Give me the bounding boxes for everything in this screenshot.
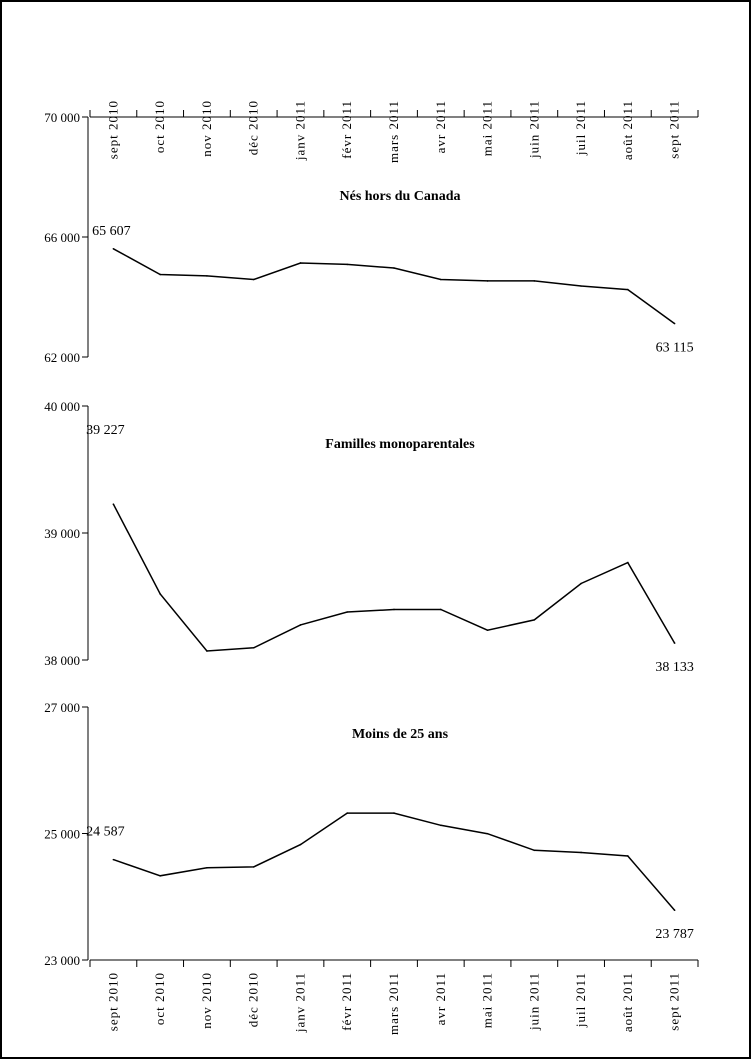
data-point	[627, 561, 629, 564]
data-point	[673, 909, 676, 912]
bottom-month-label: mars 2011	[386, 972, 401, 1035]
data-point	[393, 608, 395, 611]
data-point	[439, 608, 442, 611]
top-month-label: févr 2011	[339, 100, 354, 159]
top-month-label: janv 2011	[292, 100, 307, 161]
first-value-label: 65 607	[92, 224, 131, 239]
data-point	[299, 262, 302, 264]
y-tick-label: 62 000	[44, 350, 80, 365]
data-point	[533, 849, 536, 852]
bottom-month-label: août 2011	[620, 972, 635, 1032]
y-tick-label: 25 000	[44, 827, 80, 842]
chart-panel: 40 000 39 000 38 000 Familles monoparentale…	[44, 399, 694, 675]
data-point	[346, 812, 349, 814]
first-value-label: 24 587	[86, 825, 125, 840]
y-tick-label: 38 000	[44, 653, 80, 668]
data-point	[393, 812, 395, 814]
series-line	[113, 248, 676, 325]
data-point	[112, 247, 115, 250]
data-point	[206, 650, 208, 652]
bottom-month-label: sept 2010	[105, 972, 120, 1031]
chart-panel: 70 000 66 000 62 000 Nés hors du Canada 65 6…	[44, 110, 693, 365]
top-month-label: oct 2010	[152, 100, 167, 153]
panel-title: Moins de 25 ans	[352, 727, 449, 742]
data-point	[159, 273, 161, 276]
data-point	[252, 866, 255, 868]
data-point	[346, 263, 349, 266]
panel-title: Nés hors du Canada	[340, 189, 461, 204]
bottom-month-label: janv 2011	[292, 972, 307, 1033]
top-month-label: avr 2011	[433, 100, 448, 153]
bottom-month-label: sept 2011	[667, 972, 682, 1031]
top-month-label: juin 2011	[526, 100, 541, 159]
panel-title: Familles monoparentales	[325, 437, 475, 452]
bottom-month-label: nov 2010	[199, 972, 214, 1029]
last-value-label: 63 115	[656, 341, 694, 356]
top-month-label: déc 2010	[246, 100, 261, 155]
series-line	[113, 812, 676, 911]
top-month-label: mars 2011	[386, 100, 401, 163]
top-month-label: août 2011	[620, 100, 635, 160]
data-point	[206, 867, 208, 869]
data-point	[486, 280, 489, 282]
last-value-label: 38 133	[655, 660, 694, 675]
data-point	[159, 593, 161, 595]
y-tick-label: 23 000	[44, 953, 80, 968]
bottom-month-label: oct 2010	[152, 972, 167, 1025]
last-value-label: 23 787	[655, 927, 694, 942]
data-point	[252, 647, 255, 649]
top-month-label: sept 2011	[667, 100, 682, 159]
data-point	[112, 503, 115, 505]
data-point	[486, 832, 489, 835]
y-tick-label: 27 000	[44, 700, 80, 715]
data-point	[627, 855, 629, 857]
y-tick-label: 66 000	[44, 230, 80, 245]
first-value-label: 39 227	[86, 423, 125, 438]
series-line	[112, 503, 676, 652]
data-point	[533, 619, 536, 621]
data-point	[580, 851, 582, 854]
top-month-label: sept 2010	[105, 100, 120, 159]
bottom-month-label: juil 2011	[573, 972, 588, 1028]
y-tick-label: 39 000	[44, 526, 80, 541]
data-point	[112, 858, 115, 861]
data-point	[206, 275, 208, 277]
data-point	[299, 624, 302, 626]
data-point	[486, 629, 489, 631]
data-point	[580, 285, 582, 287]
y-tick-label: 70 000	[44, 110, 80, 125]
data-point	[252, 278, 255, 281]
bottom-month-label: juin 2011	[526, 972, 541, 1031]
data-point	[627, 288, 629, 291]
data-point	[673, 322, 676, 325]
top-month-label: juil 2011	[573, 100, 588, 156]
data-point	[299, 843, 302, 846]
top-month-label: mai 2011	[480, 100, 495, 156]
y-tick-label: 40 000	[44, 399, 80, 414]
bottom-month-label: févr 2011	[339, 972, 354, 1031]
data-point	[346, 611, 349, 613]
data-point	[580, 582, 582, 585]
top-month-label: nov 2010	[199, 100, 214, 157]
chart-panel: 27 000 25 000 23 000 Moins de 25 ans 24 587 2…	[44, 700, 694, 968]
data-point	[533, 280, 536, 282]
bottom-month-label: mai 2011	[480, 972, 495, 1028]
data-point	[159, 875, 161, 877]
bottom-month-label: déc 2010	[246, 972, 261, 1027]
data-point	[439, 278, 442, 281]
data-point	[393, 267, 395, 269]
data-point	[439, 824, 442, 827]
data-point	[673, 642, 676, 644]
bottom-month-label: avr 2011	[433, 972, 448, 1025]
